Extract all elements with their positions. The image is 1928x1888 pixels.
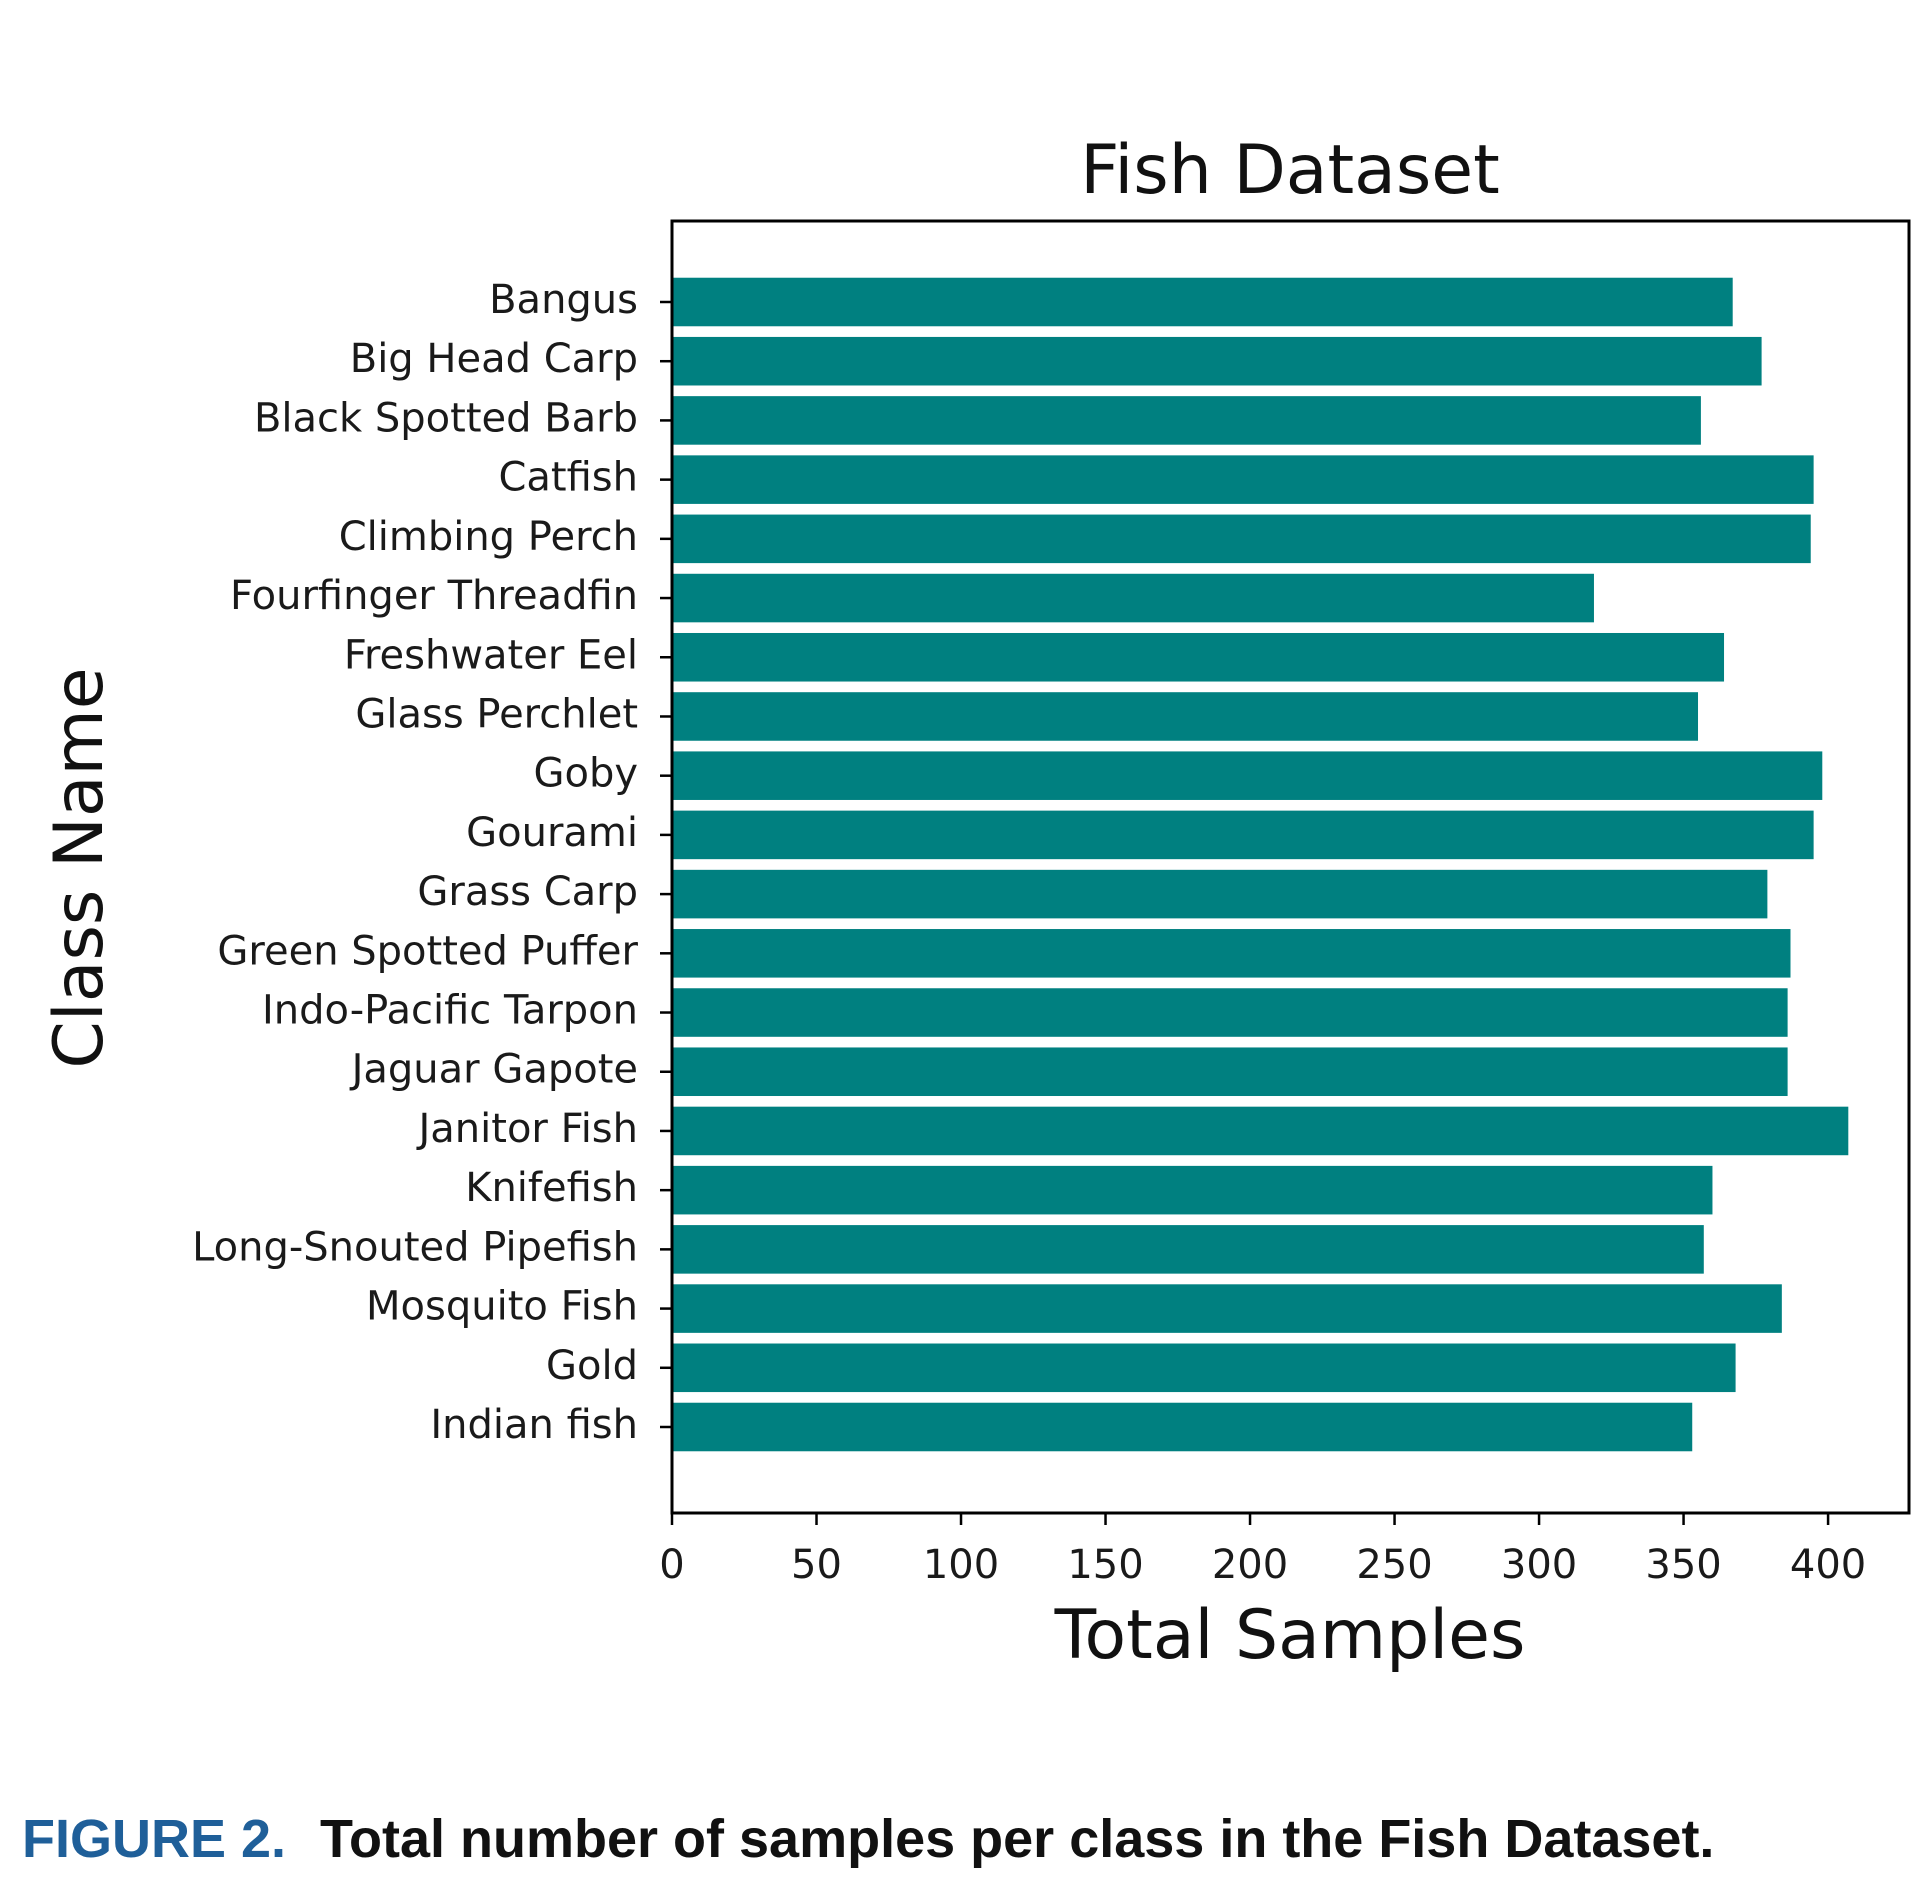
- bars-layer: [672, 277, 1849, 1452]
- bar-big-head-carp: [672, 336, 1762, 386]
- y-tick-label: Freshwater Eel: [344, 632, 638, 678]
- y-tick-label: Janitor Fish: [416, 1106, 639, 1152]
- bar-long-snouted-pipefish: [672, 1225, 1704, 1274]
- y-tick-label: Grass Carp: [417, 869, 638, 915]
- x-tick-label: 250: [1356, 1542, 1432, 1588]
- bar-jaguar-gapote: [672, 1047, 1788, 1097]
- figure-label: FIGURE 2.: [22, 1809, 287, 1869]
- bar-green-spotted-puffer: [672, 929, 1791, 978]
- y-tick-label: Indian fish: [430, 1402, 638, 1448]
- bar-fourfinger-threadfin: [672, 573, 1594, 623]
- y-tick-label: Jaguar Gapote: [349, 1047, 638, 1093]
- figure-caption: FIGURE 2. Total number of samples per cla…: [22, 1808, 1714, 1870]
- bar-grass-carp: [672, 869, 1768, 919]
- y-tick-label: Green Spotted Puffer: [217, 928, 638, 974]
- bar-gold: [672, 1343, 1736, 1393]
- x-tick-label: 100: [923, 1542, 999, 1588]
- bar-glass-perchlet: [672, 692, 1699, 741]
- y-axis-label: Class Name: [40, 667, 119, 1068]
- x-tick-label: 350: [1645, 1542, 1721, 1588]
- x-tick-label: 0: [659, 1542, 684, 1588]
- y-tick-label: Glass Perchlet: [355, 691, 638, 737]
- x-tick-label: 400: [1790, 1542, 1866, 1588]
- bar-indian-fish: [672, 1402, 1693, 1452]
- bar-goby: [672, 751, 1823, 800]
- bar-mosquito-fish: [672, 1284, 1782, 1333]
- y-tick-label: Knifefish: [465, 1165, 638, 1211]
- x-tick-label: 300: [1501, 1542, 1577, 1588]
- bar-janitor-fish: [672, 1106, 1849, 1156]
- x-tick-label: 150: [1067, 1542, 1143, 1588]
- y-tick-label: Gold: [546, 1343, 638, 1389]
- bar-bangus: [672, 277, 1733, 327]
- caption-text: Total number of samples per class in the…: [320, 1809, 1715, 1869]
- bar-indo-pacific-tarpon: [672, 988, 1788, 1037]
- x-tick-label: 200: [1212, 1542, 1288, 1588]
- y-tick-label: Climbing Perch: [339, 514, 638, 560]
- y-tick-label: Mosquito Fish: [366, 1284, 638, 1330]
- y-tick-label: Black Spotted Barb: [254, 395, 638, 441]
- y-axis-ticks: Bangus Big Head Carp Black Spotted Barb Cat…: [192, 277, 672, 1448]
- plot-frame: [670, 219, 1911, 1515]
- y-tick-label: Goby: [533, 751, 638, 797]
- bar-knifefish: [672, 1165, 1713, 1215]
- y-tick-label: Big Head Carp: [350, 336, 638, 382]
- bar-gourami: [672, 810, 1814, 860]
- x-axis-label: Total Samples: [1054, 1596, 1526, 1675]
- y-tick-label: Gourami: [466, 810, 638, 856]
- y-tick-label: Indo-Pacific Tarpon: [262, 988, 638, 1034]
- x-axis-ticks: 0 50 100 150 200 250 300 350 400: [659, 1513, 1866, 1588]
- bar-black-spotted-barb: [672, 396, 1701, 445]
- bar-climbing-perch: [672, 514, 1811, 564]
- y-tick-label: Long-Snouted Pipefish: [192, 1224, 638, 1270]
- bar-freshwater-eel: [672, 632, 1725, 682]
- bar-catfish: [672, 455, 1814, 504]
- y-tick-label: Fourfinger Threadfin: [230, 573, 638, 619]
- x-tick-label: 50: [791, 1542, 842, 1588]
- y-tick-label: Bangus: [489, 277, 638, 323]
- chart-title: Fish Dataset: [1080, 131, 1500, 210]
- y-tick-label: Catfish: [498, 455, 638, 501]
